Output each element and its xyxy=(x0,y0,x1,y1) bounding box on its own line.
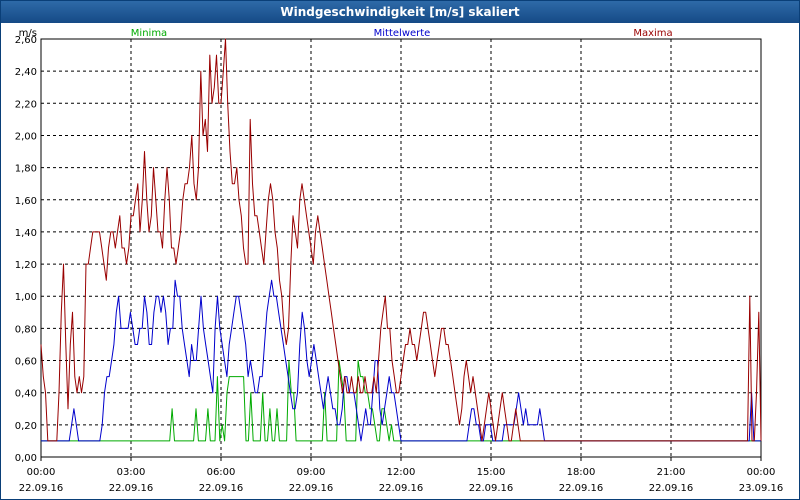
y-tick-label: 2,20 xyxy=(15,99,37,110)
y-tick-label: 1,00 xyxy=(15,292,37,303)
x-tick-date: 22.09.16 xyxy=(649,483,694,494)
x-tick-time: 06:00 xyxy=(207,467,236,478)
wind-speed-chart: Minima Mittelwerte Maxima 0,00 0,20 0,40 0,60… xyxy=(15,28,784,494)
x-tick-date: 22.09.16 xyxy=(469,483,514,494)
grid-lines xyxy=(41,38,761,457)
x-tick-date: 22.09.16 xyxy=(379,483,424,494)
y-tick-label: 2,00 xyxy=(15,131,37,142)
y-axis-unit: m/s xyxy=(19,28,37,39)
legend: Minima Mittelwerte Maxima xyxy=(131,28,673,39)
legend-minima: Minima xyxy=(131,28,167,39)
y-tick-label: 2,60 xyxy=(15,35,37,46)
x-tick-date: 22.09.16 xyxy=(289,483,334,494)
x-tick-date: 23.09.16 xyxy=(739,483,784,494)
legend-mittelwerte: Mittelwerte xyxy=(374,28,431,39)
y-tick-label: 1,40 xyxy=(15,228,37,239)
y-tick-label: 0,80 xyxy=(15,324,37,335)
y-tick-label: 1,60 xyxy=(15,196,37,207)
x-tick-time: 12:00 xyxy=(387,467,416,478)
x-tick-date: 22.09.16 xyxy=(199,483,244,494)
series-line-maxima xyxy=(40,38,762,442)
x-tick-time: 18:00 xyxy=(567,467,596,478)
x-tick-time: 00:00 xyxy=(27,467,56,478)
x-tick-time: 21:00 xyxy=(657,467,686,478)
y-tick-label: 0,20 xyxy=(15,421,37,432)
x-tick-time: 09:00 xyxy=(297,467,326,478)
axes: 0,00 0,20 0,40 0,60 0,80 1,00 1,20 1,40 1,60 1,80… xyxy=(15,28,784,494)
y-tick-label: 0,40 xyxy=(15,389,37,400)
y-tick-label: 0,00 xyxy=(15,453,37,464)
y-tick-label: 2,40 xyxy=(15,67,37,78)
legend-maxima: Maxima xyxy=(633,28,672,39)
series-lines xyxy=(40,38,762,442)
x-tick-date: 22.09.16 xyxy=(559,483,604,494)
y-tick-label: 1,20 xyxy=(15,260,37,271)
y-tick-label: 1,80 xyxy=(15,164,37,175)
y-tick-label: 0,60 xyxy=(15,357,37,368)
x-tick-date: 22.09.16 xyxy=(109,483,154,494)
x-tick-time: 00:00 xyxy=(747,467,776,478)
x-tick-time: 03:00 xyxy=(117,467,146,478)
x-tick-date: 22.09.16 xyxy=(19,483,64,494)
chart-title: Windgeschwindigkeit [m/s] skaliert xyxy=(1,1,799,23)
x-tick-time: 15:00 xyxy=(477,467,506,478)
